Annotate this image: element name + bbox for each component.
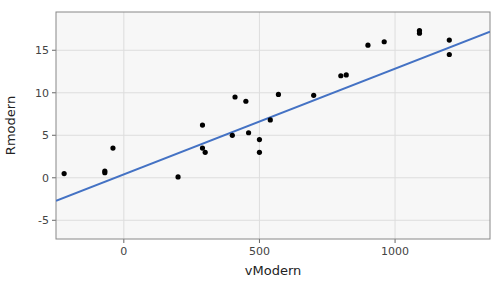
point <box>246 130 251 135</box>
point <box>276 92 281 97</box>
grid-line <box>56 50 490 51</box>
point <box>338 73 343 78</box>
point <box>200 122 205 127</box>
grid <box>56 12 490 239</box>
grid-line <box>56 177 490 178</box>
point <box>257 150 262 155</box>
tick-label: 0 <box>120 245 127 258</box>
plot-area <box>56 12 490 239</box>
point <box>268 117 273 122</box>
tick-label: 1000 <box>381 245 409 258</box>
point <box>243 99 248 104</box>
tick-mark <box>395 239 396 243</box>
tick-label: 10 <box>35 87 49 100</box>
tick-label: 500 <box>249 245 270 258</box>
point <box>365 43 370 48</box>
grid-line <box>56 220 490 221</box>
grid-line <box>56 92 490 93</box>
point <box>110 145 115 150</box>
tick-label: 5 <box>42 129 49 142</box>
tick-mark <box>123 239 124 243</box>
grid-line <box>56 135 490 136</box>
tick-mark <box>52 135 56 136</box>
grid-line <box>259 12 260 239</box>
point <box>447 37 452 42</box>
axes: 0 500 1000 -5 0 5 10 15 <box>35 44 409 258</box>
tick-mark <box>52 92 56 93</box>
chart: 0 500 1000 -5 0 5 10 15 vModern Rmodern <box>0 0 504 283</box>
regression-line <box>56 32 490 201</box>
point <box>447 52 452 57</box>
x-axis-label: vModern <box>245 263 301 278</box>
point <box>232 94 237 99</box>
grid-line <box>123 12 124 239</box>
point <box>175 174 180 179</box>
point <box>382 39 387 44</box>
point <box>62 171 67 176</box>
point <box>311 93 316 98</box>
tick-label: 0 <box>42 172 49 185</box>
tick-mark <box>52 50 56 51</box>
point <box>417 28 422 33</box>
data <box>56 28 490 201</box>
point <box>257 137 262 142</box>
point <box>203 150 208 155</box>
plot-frame <box>56 12 490 239</box>
point <box>230 133 235 138</box>
tick-mark <box>259 239 260 243</box>
point <box>102 170 107 175</box>
tick-mark <box>52 220 56 221</box>
tick-mark <box>52 177 56 178</box>
tick-label: -5 <box>38 214 49 227</box>
y-axis-label: Rmodern <box>3 96 18 155</box>
tick-label: 15 <box>35 44 49 57</box>
grid-line <box>395 12 396 239</box>
point <box>344 72 349 77</box>
